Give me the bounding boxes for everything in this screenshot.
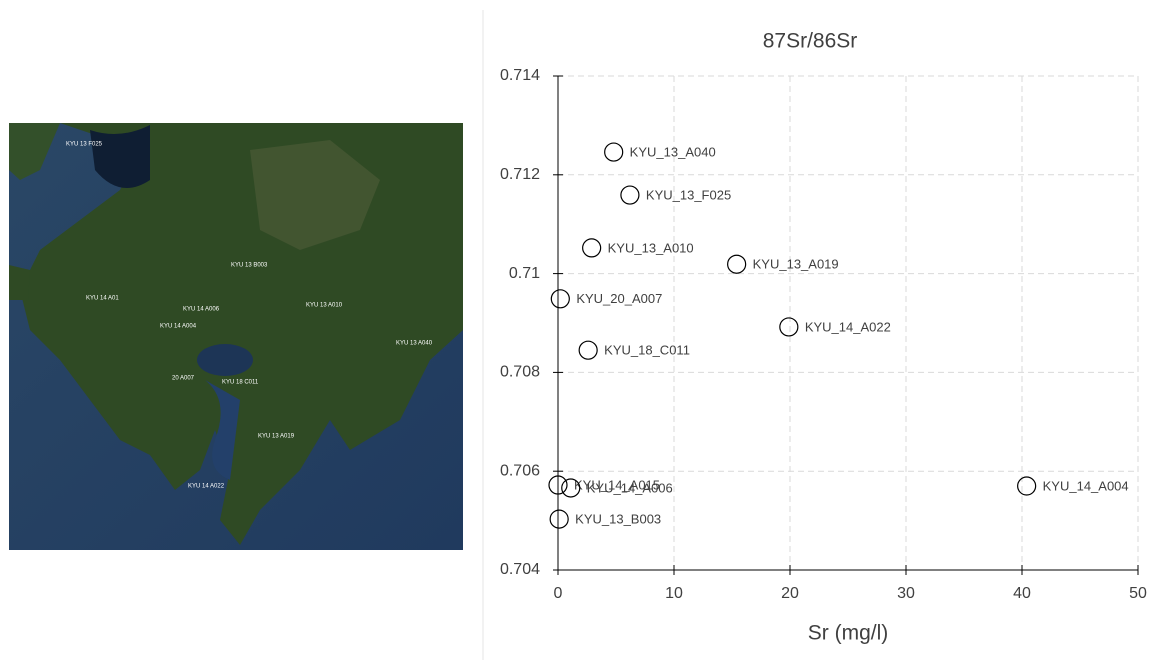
data-point (550, 510, 568, 528)
x-axis-title: Sr (mg/l) (808, 622, 889, 645)
map-pin-label: KYU 13 A040 (396, 341, 433, 347)
data-point (780, 318, 798, 336)
data-point (621, 186, 639, 204)
point-label: KYU_14_A006 (587, 480, 673, 495)
x-tick-label: 30 (897, 585, 915, 602)
data-point (605, 143, 623, 161)
map-pin-label: KYU 14 A006 (183, 307, 220, 313)
point-label: KYU_18_C011 (604, 343, 690, 358)
y-tick-label: 0.708 (500, 364, 540, 381)
y-tick-label: 0.714 (500, 67, 540, 84)
y-tick-label: 0.704 (500, 561, 540, 578)
map-pin-label: KYU 13 B003 (231, 263, 268, 269)
x-tick-label: 20 (781, 585, 799, 602)
y-tick-label: 0.706 (500, 462, 540, 479)
page: KYU 13 F025 KYU 13 B003 KYU 14 A01 KYU 1… (0, 0, 1153, 660)
chart-title: 87Sr/86Sr (763, 30, 858, 53)
point-label: KYU_13_A019 (753, 257, 839, 272)
x-tick-label: 50 (1129, 585, 1147, 602)
point-label: KYU_13_F025 (646, 187, 731, 202)
map-pin-label: KYU 13 A019 (258, 434, 295, 440)
map-pin-label: KYU 13 A010 (306, 303, 343, 309)
y-tick-label: 0.71 (509, 265, 540, 282)
map-pin-label: KYU 13 F025 (66, 142, 103, 148)
map-pin-label: KYU 14 A01 (86, 296, 119, 302)
point-label: KYU_13_A040 (630, 145, 716, 160)
map-pin-label: KYU 14 A022 (188, 484, 225, 490)
point-label: KYU_14_A004 (1043, 478, 1129, 493)
data-point (551, 290, 569, 308)
satellite-map (9, 123, 463, 550)
data-point (1018, 477, 1036, 495)
y-tick-label: 0.712 (500, 166, 540, 183)
data-point (579, 341, 597, 359)
map-pin-label: KYU 18 C011 (222, 380, 259, 386)
point-label: KYU_13_B003 (575, 512, 661, 527)
point-label: KYU_14_A022 (805, 319, 891, 334)
point-label: KYU_20_A007 (576, 291, 662, 306)
data-point (583, 239, 601, 257)
map-pin-label: 20 A007 (172, 376, 195, 382)
x-tick-label: 0 (554, 585, 563, 602)
point-label: KYU_13_A010 (608, 240, 694, 255)
x-tick-label: 10 (665, 585, 683, 602)
x-tick-label: 40 (1013, 585, 1031, 602)
data-point (728, 255, 746, 273)
map-pin-label: KYU 14 A004 (160, 324, 197, 330)
